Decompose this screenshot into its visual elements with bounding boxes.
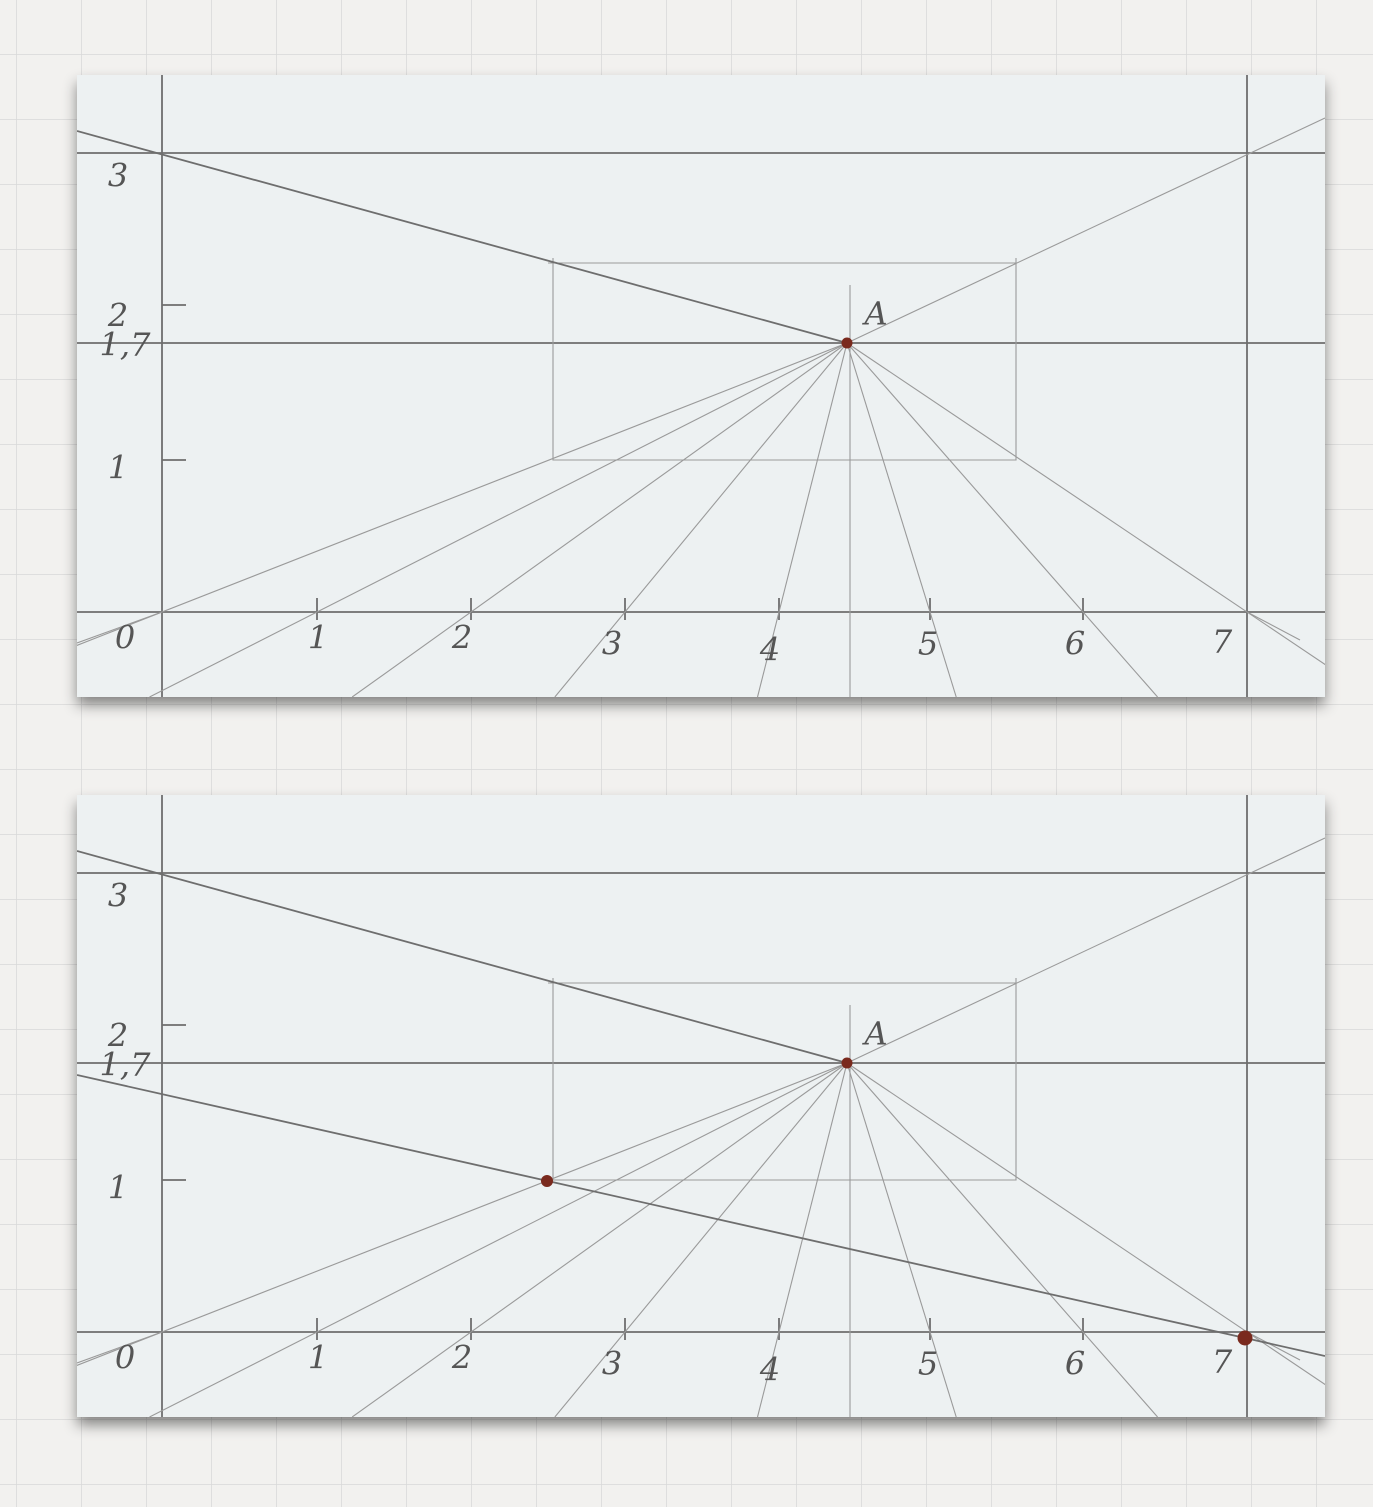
ray <box>77 342 848 646</box>
y-label: 3 <box>108 877 128 915</box>
ray-extension <box>1246 1331 1301 1361</box>
ray <box>846 342 957 697</box>
measuring-line <box>77 1074 1325 1357</box>
x-label: 3 <box>602 1345 622 1383</box>
ray <box>149 342 848 697</box>
ray <box>149 1062 848 1417</box>
diagonal-left <box>77 850 848 1064</box>
paper-sheet <box>77 75 1325 697</box>
ray <box>351 1062 848 1417</box>
x-label: 2 <box>451 1339 472 1377</box>
ray-extension <box>1246 611 1301 641</box>
panel: 321,710 1 2 3 4 5 6 7A <box>77 75 1325 697</box>
diagonal-right <box>846 837 1325 1064</box>
ray <box>77 1062 848 1366</box>
ray <box>846 1062 1325 1386</box>
point-a <box>841 337 853 349</box>
paper-sheet <box>77 795 1325 1417</box>
point-label: A <box>861 295 887 333</box>
ray <box>846 342 1325 666</box>
x-label: 0 <box>115 1339 135 1377</box>
x-label: 0 <box>115 619 135 657</box>
ray <box>846 1062 1158 1417</box>
y-label: 1 <box>108 1169 128 1207</box>
rectangle <box>548 258 1017 461</box>
ray <box>351 342 848 697</box>
construction-lines <box>77 795 1325 1417</box>
ray <box>846 342 1158 697</box>
y-label: 1,7 <box>100 326 152 364</box>
ray-extension <box>77 1331 163 1364</box>
point <box>1237 1330 1253 1346</box>
diagonal-right <box>846 117 1325 344</box>
y-label: 2 <box>107 1017 128 1055</box>
ray <box>554 342 848 697</box>
ray <box>554 1062 848 1417</box>
point <box>541 1175 553 1187</box>
x-label: 1 <box>308 619 328 657</box>
y-label: 1,7 <box>100 1046 152 1084</box>
ray-extension <box>77 611 163 644</box>
construction-lines <box>77 75 1325 697</box>
x-label: 7 <box>1212 1343 1233 1381</box>
x-label: 5 <box>918 625 938 663</box>
y-label: 1 <box>108 449 128 487</box>
point-label: A <box>861 1015 887 1053</box>
x-label: 4 <box>759 1351 780 1389</box>
diagonal-left <box>77 130 848 344</box>
y-label: 3 <box>108 157 128 195</box>
x-label: 3 <box>602 625 622 663</box>
panel: 321,710 1 2 3 4 5 6 7A <box>77 795 1325 1417</box>
x-label: 5 <box>918 1345 938 1383</box>
x-label: 4 <box>759 631 780 669</box>
rectangle <box>548 978 1017 1181</box>
ray <box>756 342 848 697</box>
x-label: 6 <box>1065 1345 1085 1383</box>
point-a <box>841 1057 853 1069</box>
ray <box>846 1062 957 1417</box>
x-label: 7 <box>1212 623 1233 661</box>
y-label: 2 <box>107 297 128 335</box>
x-label: 6 <box>1065 625 1085 663</box>
ray <box>756 1062 848 1417</box>
x-label: 1 <box>308 1339 328 1377</box>
x-label: 2 <box>451 619 472 657</box>
